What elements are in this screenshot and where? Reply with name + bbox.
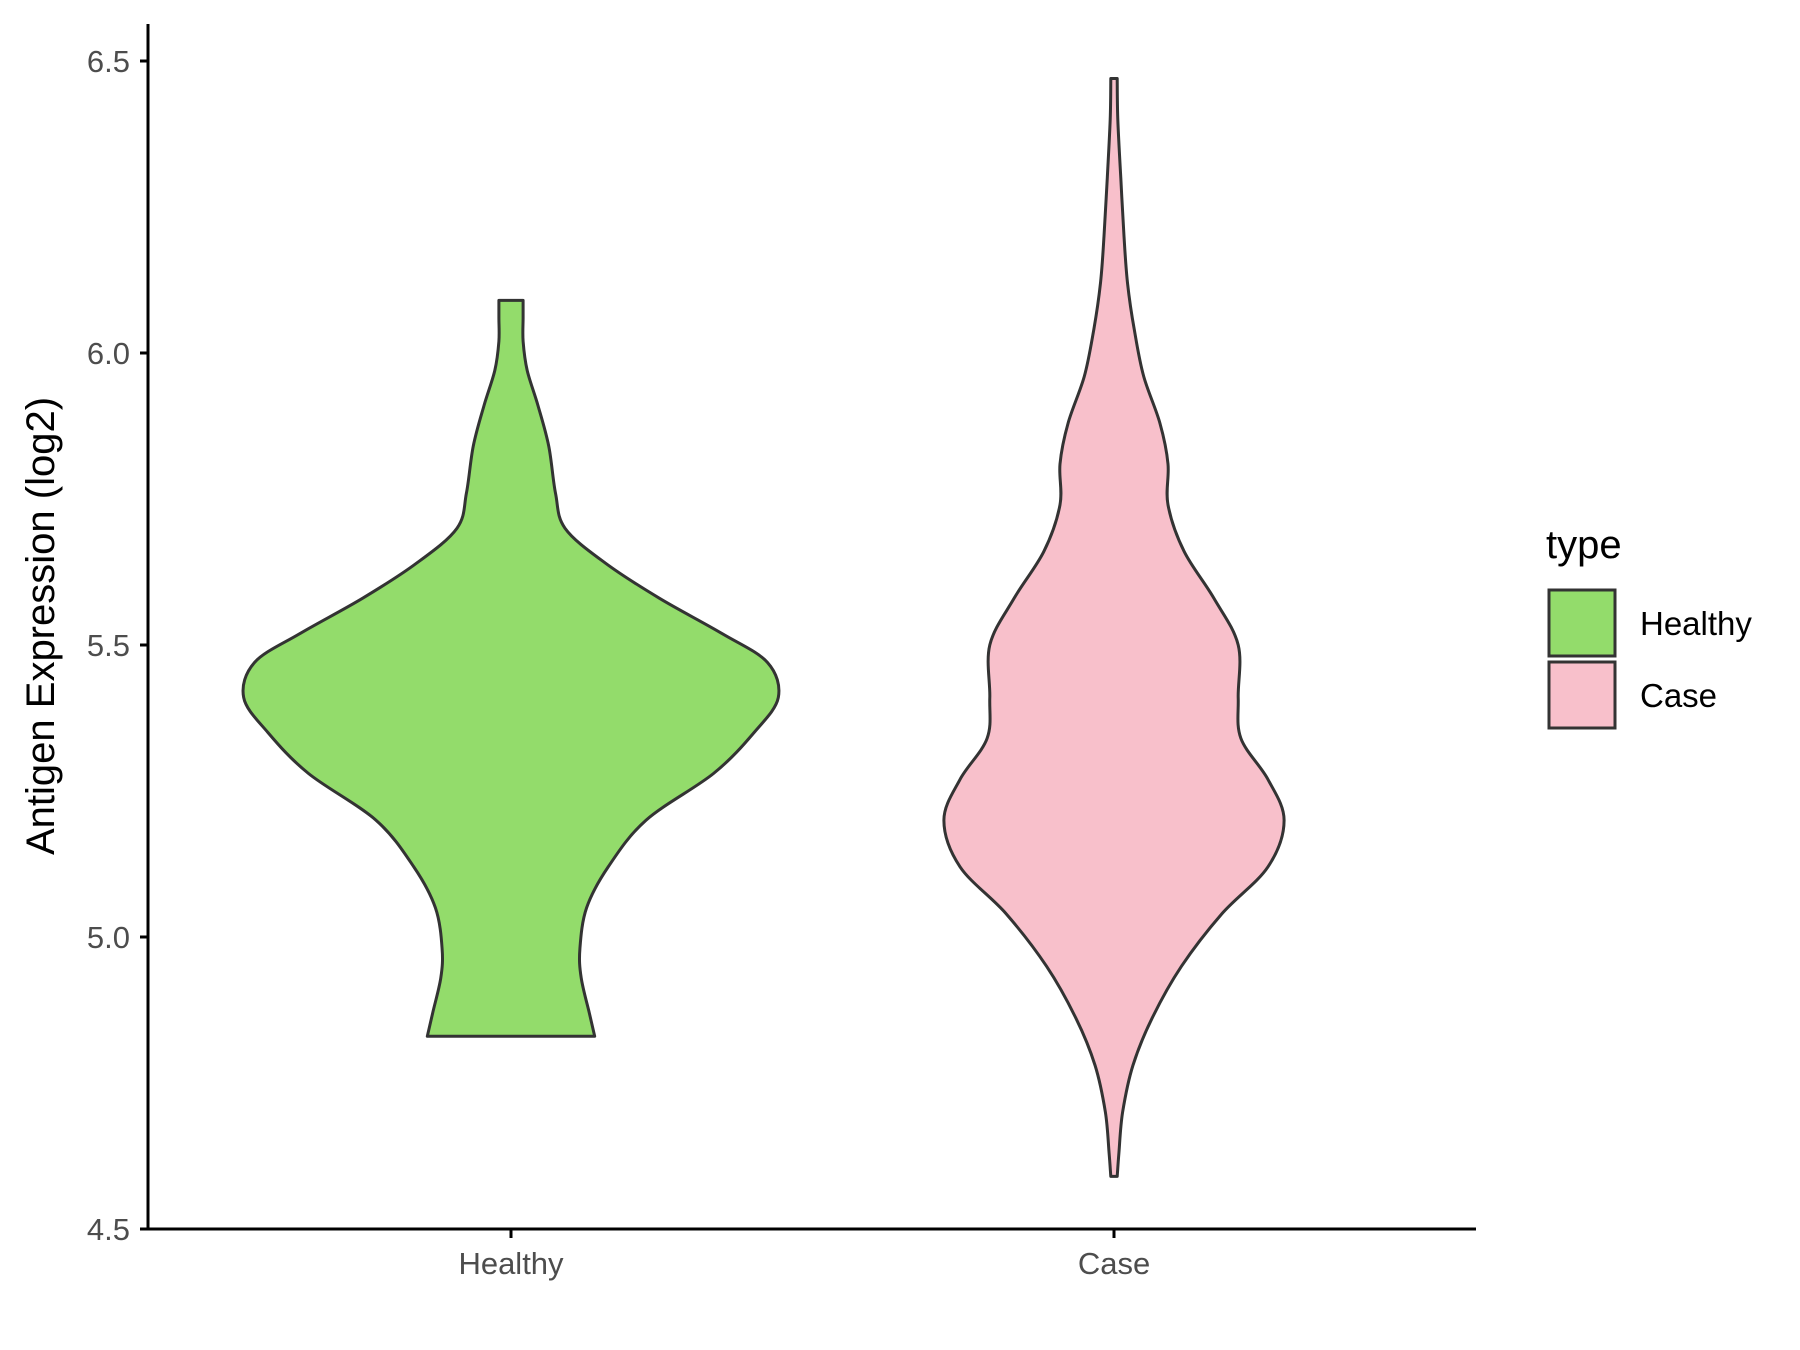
legend-entries: Healthy Case <box>1547 588 1752 730</box>
y-tick-label: 4.5 <box>87 1212 130 1247</box>
y-axis-title: Antigen Expression (log2) <box>19 397 63 855</box>
x-ticks: Healthy Case <box>458 1229 1150 1281</box>
legend-swatch-healthy <box>1547 588 1617 658</box>
y-tick-label: 6.0 <box>87 336 130 371</box>
violin-case <box>942 77 1286 1178</box>
x-tick-label-healthy: Healthy <box>458 1246 564 1281</box>
legend-label-case: Case <box>1640 677 1717 714</box>
x-tick-label-case: Case <box>1078 1246 1150 1281</box>
legend-title: type <box>1546 523 1622 567</box>
y-ticks: 4.5 5.0 5.5 6.0 6.5 <box>87 44 148 1247</box>
violin-healthy <box>241 298 781 1038</box>
y-tick-label: 5.5 <box>87 628 130 663</box>
axes-layer <box>146 24 1476 1231</box>
violins-layer <box>241 77 1286 1178</box>
y-tick-label: 5.0 <box>87 920 130 955</box>
legend-swatch-case <box>1547 660 1617 730</box>
legend: type Healthy Case <box>1546 523 1752 730</box>
y-tick-label: 6.5 <box>87 44 130 79</box>
legend-label-healthy: Healthy <box>1640 605 1752 642</box>
